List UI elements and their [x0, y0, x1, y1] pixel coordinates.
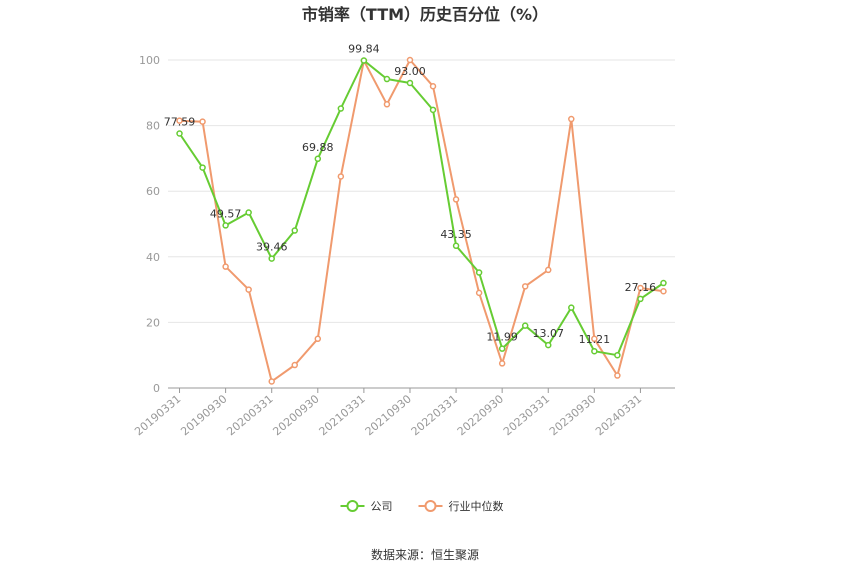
y-tick-label: 80: [146, 120, 160, 133]
data-point: [383, 101, 391, 108]
data-point: [314, 155, 322, 163]
legend-label: 公司: [371, 500, 393, 513]
data-point: [268, 255, 275, 262]
data-point: [199, 164, 206, 171]
x-tick-label: 20230331: [501, 392, 552, 438]
chart-title: 市销率（TTM）历史百分位（%）: [302, 5, 548, 24]
data-point: [199, 118, 206, 125]
data-point: [614, 372, 621, 379]
y-tick-label: 0: [153, 382, 160, 395]
x-tick-label: 20220331: [409, 392, 460, 438]
data-point: [383, 75, 391, 83]
x-tick-label: 20240331: [593, 392, 644, 438]
data-point: [176, 130, 183, 137]
x-tick-label: 20220930: [455, 392, 506, 438]
data-point: [222, 222, 229, 229]
data-point: [314, 335, 322, 343]
data-point: [498, 360, 506, 367]
data-point: [245, 286, 252, 293]
data-point: [498, 345, 506, 352]
legend-label: 行业中位数: [449, 499, 504, 513]
data-point: [337, 105, 345, 112]
series-line: [178, 59, 665, 357]
source-note: 数据来源：恒生聚源: [371, 547, 479, 562]
data-point: [360, 57, 368, 64]
data-label: 11.21: [579, 333, 611, 346]
data-label: 13.07: [533, 327, 565, 340]
data-point: [660, 279, 667, 287]
data-label: 49.57: [210, 207, 242, 220]
data-point: [337, 173, 345, 180]
legend-marker: [346, 500, 359, 512]
data-point: [637, 284, 644, 292]
y-tick-label: 20: [146, 316, 160, 329]
data-point: [429, 82, 437, 90]
data-label: 77.59: [164, 116, 196, 129]
x-tick-label: 20210331: [317, 392, 368, 438]
y-tick-label: 40: [146, 251, 160, 264]
y-tick-label: 100: [139, 54, 160, 67]
data-point: [176, 117, 183, 124]
data-point: [591, 347, 598, 355]
data-point: [475, 269, 483, 276]
data-point: [291, 227, 298, 234]
data-point: [429, 106, 437, 114]
x-tick-label: 20190930: [178, 392, 229, 438]
data-point: [521, 322, 529, 329]
legend-marker: [424, 500, 437, 512]
data-point: [245, 209, 252, 216]
data-point: [452, 242, 460, 250]
x-tick-label: 20190331: [132, 392, 183, 438]
y-tick-label: 60: [146, 185, 160, 198]
x-tick-label: 20230930: [547, 392, 598, 438]
data-label: 43.35: [440, 228, 472, 241]
data-label: 99.84: [348, 43, 380, 56]
x-tick-label: 20210930: [363, 392, 414, 438]
grid-layer: [168, 59, 675, 323]
data-point: [545, 266, 552, 274]
x-tick-label: 20200331: [224, 392, 275, 438]
data-point: [268, 378, 275, 385]
label-layer: 77.59 49.57 39.46 69.88 99.84 93.00 43.35 11.99…: [164, 43, 656, 347]
data-point: [637, 295, 644, 303]
data-point: [591, 335, 598, 343]
data-label: 93.00: [394, 65, 426, 78]
data-point: [568, 115, 575, 123]
data-point: [614, 351, 621, 359]
axis-layer: 0 20 40 60 80 100 2019033120190930202003312020…: [132, 54, 675, 438]
x-tick-label: 20200930: [270, 392, 321, 438]
data-point: [475, 289, 483, 297]
data-label: 69.88: [302, 141, 334, 154]
data-label: 39.46: [256, 241, 288, 254]
data-point: [406, 56, 414, 64]
data-point: [521, 283, 529, 290]
data-label: 11.99: [486, 331, 518, 344]
data-point: [568, 304, 575, 311]
data-point: [545, 341, 552, 349]
data-point: [452, 196, 460, 203]
data-point: [660, 287, 667, 295]
data-point: [406, 79, 414, 87]
series-layer: [176, 56, 667, 385]
data-point: [222, 263, 229, 270]
series-line: [179, 59, 664, 383]
legend: 公司 行业中位数: [340, 499, 504, 513]
data-point: [291, 361, 298, 369]
data-label: 27.16: [625, 281, 657, 294]
